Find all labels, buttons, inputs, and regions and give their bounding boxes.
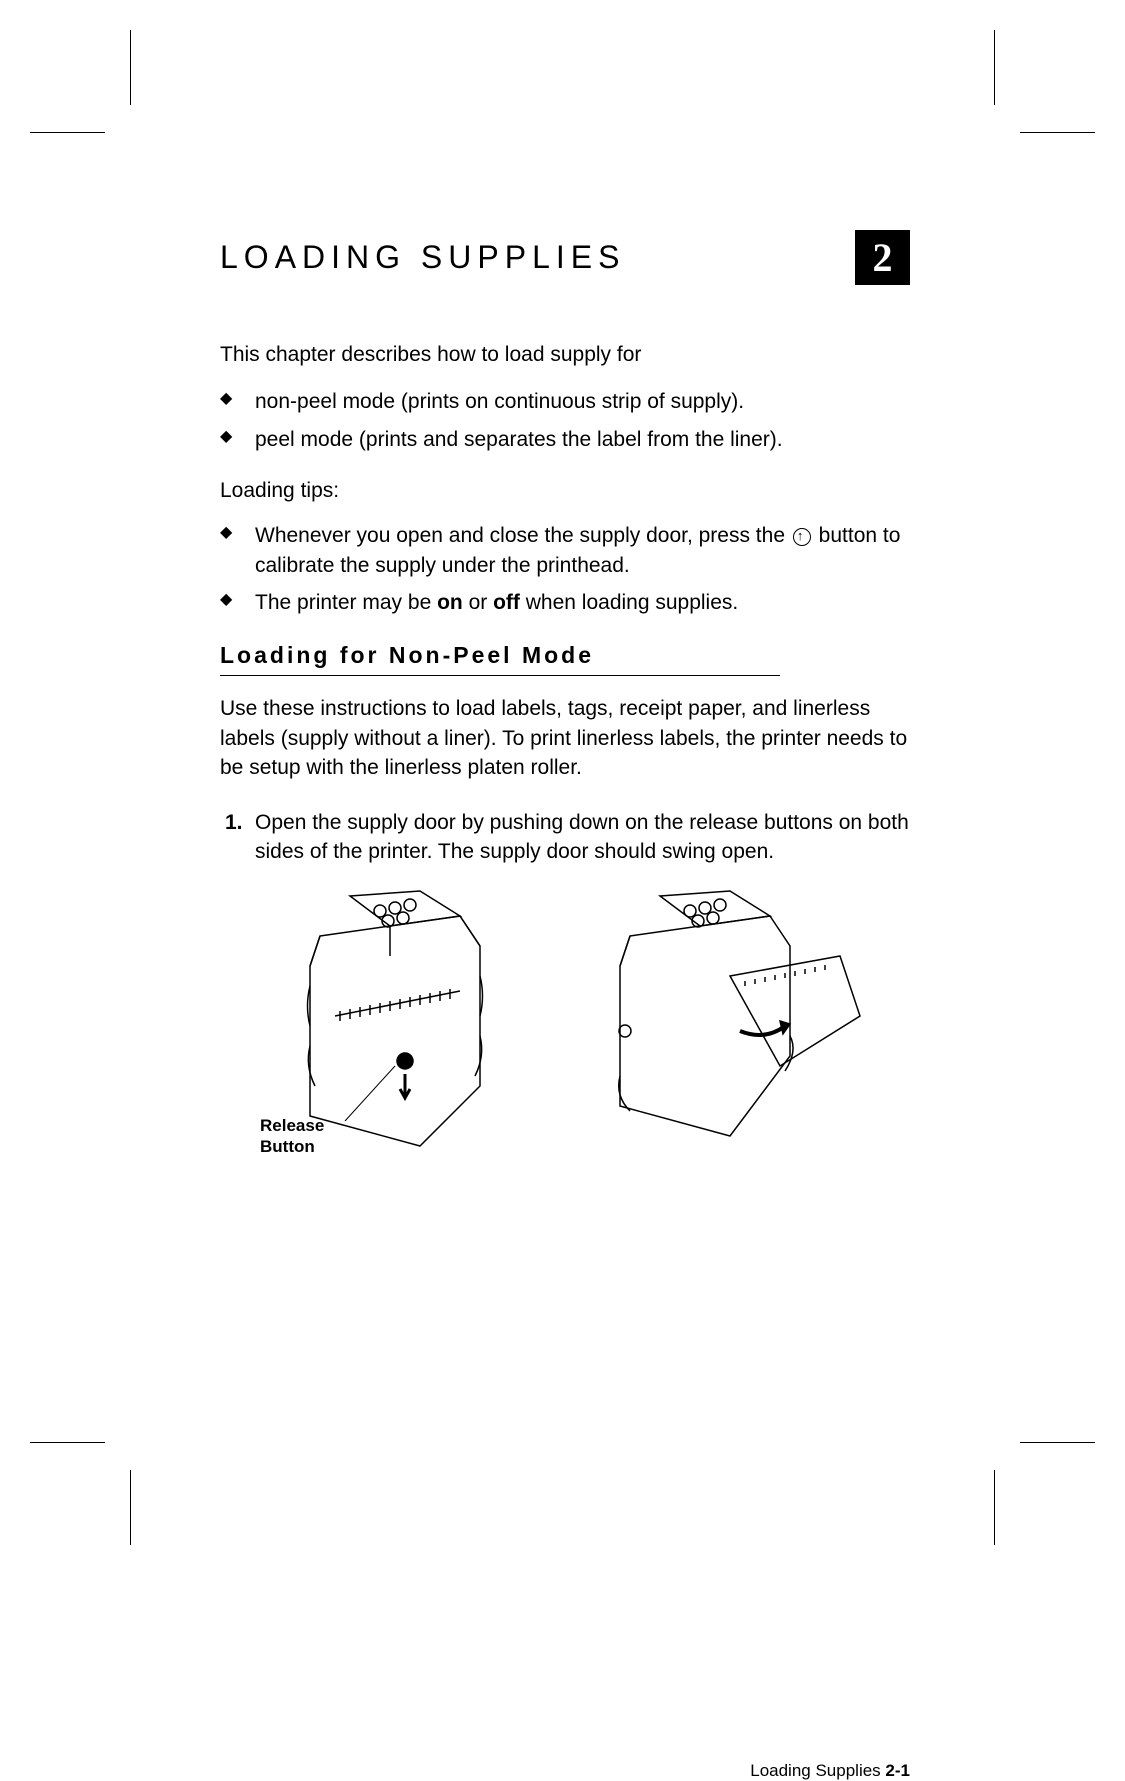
release-button-label: Release Button bbox=[260, 1116, 324, 1157]
step-number: 1. bbox=[225, 808, 243, 837]
footer-text: Loading Supplies bbox=[750, 1761, 880, 1780]
step-text: Open the supply door by pushing down on … bbox=[255, 811, 909, 863]
chapter-number-box: 2 bbox=[855, 230, 910, 285]
label-line1: Release bbox=[260, 1116, 324, 1135]
tip-text-mid: or bbox=[463, 591, 493, 614]
modes-list: non-peel mode (prints on continuous stri… bbox=[220, 387, 910, 454]
list-item: Whenever you open and close the supply d… bbox=[220, 521, 910, 580]
intro-text: This chapter describes how to load suppl… bbox=[220, 340, 910, 369]
page-content: LOADING SUPPLIES 2 This chapter describe… bbox=[220, 230, 910, 1186]
section-text: Use these instructions to load labels, t… bbox=[220, 694, 910, 782]
page-footer: Loading Supplies 2-1 bbox=[750, 1761, 910, 1781]
section-heading: Loading for Non-Peel Mode bbox=[220, 642, 780, 676]
tips-label: Loading tips: bbox=[220, 479, 910, 503]
steps-list: 1. Open the supply door by pushing down … bbox=[220, 808, 910, 867]
chapter-title: LOADING SUPPLIES bbox=[220, 239, 625, 276]
step-item: 1. Open the supply door by pushing down … bbox=[220, 808, 910, 867]
tip-bold: on bbox=[437, 591, 463, 614]
tips-list: Whenever you open and close the supply d… bbox=[220, 521, 910, 617]
list-item: The printer may be on or off when loadin… bbox=[220, 588, 910, 617]
printer-open-illustration bbox=[570, 886, 870, 1176]
chapter-header: LOADING SUPPLIES 2 bbox=[220, 230, 910, 285]
tip-bold: off bbox=[493, 591, 520, 614]
list-item: peel mode (prints and separates the labe… bbox=[220, 425, 910, 454]
list-item: non-peel mode (prints on continuous stri… bbox=[220, 387, 910, 416]
calibrate-icon bbox=[793, 528, 811, 546]
figure-area: Release Button Loading Supplies 2-1 bbox=[220, 886, 910, 1186]
tip-text-pre: The printer may be bbox=[255, 591, 437, 614]
label-line2: Button bbox=[260, 1137, 315, 1156]
tip-text-post: when loading supplies. bbox=[520, 591, 738, 614]
tip-text-pre: Whenever you open and close the supply d… bbox=[255, 524, 791, 547]
footer-page-number: 2-1 bbox=[885, 1761, 910, 1780]
